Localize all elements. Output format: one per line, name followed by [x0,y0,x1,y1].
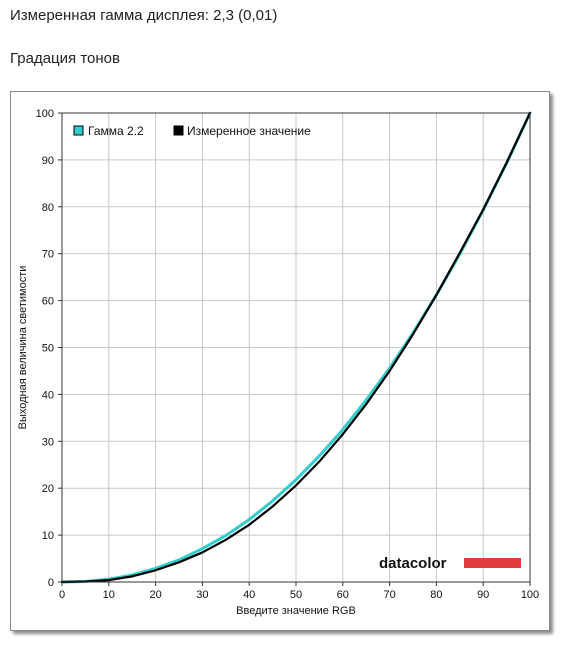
chart-frame: 0 10 20 30 40 50 60 70 80 90 100 0 10 20 30 40 50 60 70 80… [10,91,550,631]
x-tick-label: 50 [290,589,302,601]
y-axis-ticks: 0 10 20 30 40 50 60 70 80 90 100 [36,108,62,589]
x-tick-label: 90 [477,589,489,601]
logo-red-bar [464,558,521,568]
y-tick-label: 60 [42,296,54,308]
legend-swatch-gamma [73,125,84,136]
x-tick-label: 60 [337,589,349,601]
x-tick-label: 20 [149,589,161,601]
x-tick-label: 0 [59,589,65,601]
series-line-measured [60,111,532,584]
logo-wordmark: datacolor [379,555,447,572]
y-tick-label: 50 [42,343,54,355]
x-tick-label: 30 [196,589,208,601]
y-tick-label: 80 [42,202,54,214]
page-title: Измеренная гамма дисплея: 2,3 (0,01) [10,7,278,24]
y-tick-label: 100 [36,108,54,120]
x-tick-label: 10 [103,589,115,601]
x-axis-label: Введите значение RGB [236,605,356,617]
y-axis-label: Выходная величина светимости [17,266,29,430]
y-tick-label: 0 [48,577,54,589]
y-tick-label: 30 [42,436,54,448]
tone-curve-chart: 0 10 20 30 40 50 60 70 80 90 100 0 10 20 30 40 50 60 70 80… [17,108,539,617]
x-tick-label: 40 [243,589,255,601]
legend-label-gamma: Гамма 2.2 [88,124,144,138]
x-axis-ticks: 0 10 20 30 40 50 60 70 80 90 100 [59,582,539,601]
section-subtitle: Градация тонов [10,50,120,67]
x-tick-label: 80 [430,589,442,601]
y-tick-label: 20 [42,483,54,495]
grid-lines [61,112,531,583]
y-tick-label: 70 [42,249,54,261]
x-tick-label: 100 [521,589,539,601]
datacolor-logo: datacolor [379,555,521,572]
y-tick-label: 10 [42,530,54,542]
legend-label-measured: Измеренное значение [187,124,311,138]
legend-swatch-measured [173,125,184,136]
x-tick-label: 70 [383,589,395,601]
legend: Гамма 2.2 Измеренное значение [73,124,311,138]
y-tick-label: 90 [42,155,54,167]
y-tick-label: 40 [42,389,54,401]
plot-area-border [61,112,531,583]
series-lines [60,111,532,584]
